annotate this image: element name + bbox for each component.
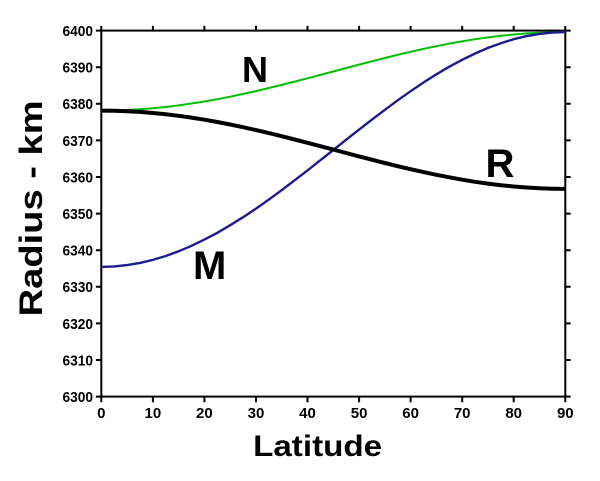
svg-text:90: 90 (557, 405, 574, 422)
svg-text:40: 40 (299, 405, 316, 422)
svg-text:70: 70 (454, 405, 471, 422)
svg-text:M: M (193, 244, 226, 288)
svg-text:6320: 6320 (63, 316, 94, 333)
svg-text:60: 60 (402, 405, 419, 422)
svg-text:20: 20 (196, 405, 213, 422)
svg-text:6340: 6340 (63, 243, 94, 260)
svg-text:6400: 6400 (63, 23, 94, 40)
svg-text:6360: 6360 (63, 169, 94, 186)
svg-text:30: 30 (248, 405, 265, 422)
svg-text:50: 50 (351, 405, 368, 422)
svg-text:6300: 6300 (63, 389, 94, 406)
svg-text:6330: 6330 (63, 279, 94, 296)
svg-text:R: R (486, 142, 515, 186)
svg-text:6390: 6390 (63, 60, 94, 77)
svg-text:Latitude: Latitude (253, 430, 382, 463)
svg-text:10: 10 (145, 405, 162, 422)
svg-text:N: N (242, 49, 268, 90)
svg-text:6370: 6370 (63, 133, 94, 150)
svg-text:6380: 6380 (63, 96, 94, 113)
svg-text:6310: 6310 (63, 352, 94, 369)
svg-text:Radius - km: Radius - km (13, 100, 49, 316)
svg-text:6350: 6350 (63, 206, 94, 223)
svg-text:80: 80 (505, 405, 522, 422)
svg-text:0: 0 (97, 405, 105, 422)
